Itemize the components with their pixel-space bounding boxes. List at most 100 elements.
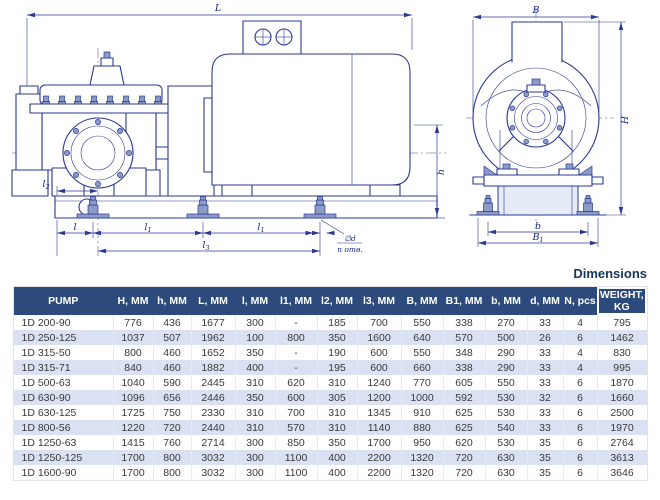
dimension-value: 1096 xyxy=(112,390,153,406)
dimension-value: 2446 xyxy=(190,390,235,406)
column-header: b, MM xyxy=(485,286,527,316)
column-header: N, pcs xyxy=(563,286,597,316)
dim-label-H: H xyxy=(620,115,631,125)
dimension-value: 290 xyxy=(484,345,527,361)
dimension-value: 507 xyxy=(152,330,191,346)
dimension-value: 795 xyxy=(596,315,647,331)
dimension-value: 620 xyxy=(442,435,485,451)
dimension-value: 2330 xyxy=(190,405,235,421)
dimension-value: 550 xyxy=(484,375,527,391)
dimension-value: 2500 xyxy=(596,405,647,421)
dim-label-b: b xyxy=(535,221,541,232)
dimension-value: 100 xyxy=(234,330,275,346)
dimension-value: 800 xyxy=(152,465,191,481)
table-row: 1D 315-71 840 460 1882 400-195 600 660 338 290 33… xyxy=(13,360,647,376)
dimension-value: 640 xyxy=(400,330,443,346)
dimension-value: 600 xyxy=(274,390,317,406)
anchor-bolt xyxy=(576,195,600,216)
dimension-value: 1000 xyxy=(400,390,443,406)
dim-label-l3: l3 xyxy=(202,240,209,252)
dimension-value: 1345 xyxy=(356,405,401,421)
dimension-value: 185 xyxy=(316,315,357,331)
top-plug-dome xyxy=(89,65,125,86)
dimension-value: 660 xyxy=(400,360,443,376)
pump-name: 1D 1250-125 xyxy=(21,451,83,464)
dimension-value: 700 xyxy=(356,315,401,331)
dimension-value: 6 xyxy=(562,330,597,346)
pump-name: 1D 200-90 xyxy=(21,316,71,329)
pump-name: 1D 1250-63 xyxy=(21,436,77,449)
dimension-value: 460 xyxy=(152,360,191,376)
motor-body xyxy=(211,53,411,186)
dimension-value: 910 xyxy=(400,405,443,421)
dimension-value: 776 xyxy=(112,315,153,331)
dimension-value: 600 xyxy=(356,345,401,361)
dimension-value: 1882 xyxy=(190,360,235,376)
table-header-row: PUMP H, MM h, MM L, MM l, MM l1, MM l2, MM l3, … xyxy=(13,286,647,316)
dimension-value: 570 xyxy=(274,420,317,436)
table-body: 1D 200-90 776 436 1677 300-185 700 550 338 270 33… xyxy=(13,315,647,481)
dimension-value: 590 xyxy=(152,375,191,391)
dimension-value: 6 xyxy=(562,390,597,406)
dimension-value: 190 xyxy=(316,345,357,361)
dim-B1: B1 xyxy=(477,218,599,247)
dimension-value: 830 xyxy=(596,345,647,361)
dimension-value: 4 xyxy=(562,315,597,331)
dimension-value: 540 xyxy=(484,420,527,436)
column-header: l2, MM xyxy=(317,286,357,316)
dimension-value: 305 xyxy=(316,390,357,406)
dimension-value: 1200 xyxy=(356,390,401,406)
column-header: l1, MM xyxy=(275,286,317,316)
dimension-value: 1677 xyxy=(190,315,235,331)
pump-technical-drawings: L xyxy=(11,3,631,258)
pump-casing xyxy=(11,51,171,197)
dimension-value: 1700 xyxy=(112,465,153,481)
anchor-hole-note: ∅d n отв. xyxy=(305,219,363,254)
dimension-value: 26 xyxy=(526,330,563,346)
column-header: WEIGHT, KG xyxy=(597,286,647,316)
dimension-value: 3032 xyxy=(190,465,235,481)
dimension-value: 620 xyxy=(274,375,317,391)
dimension-value: 300 xyxy=(234,435,275,451)
dimension-value: 1140 xyxy=(356,420,401,436)
dimension-value: 625 xyxy=(442,420,485,436)
dimension-value: 4 xyxy=(562,345,597,361)
column-header: l3, MM xyxy=(357,286,401,316)
table-row: 1D 1600-90 1700 800 3032 300 1100 400 2200 1320 7… xyxy=(13,465,647,481)
dimension-value: 300 xyxy=(234,450,275,466)
dimension-value: 1700 xyxy=(356,435,401,451)
dimension-value: 460 xyxy=(152,345,191,361)
dimension-value: 6 xyxy=(562,435,597,451)
anchor-bolt xyxy=(476,195,500,216)
dimension-value: 1970 xyxy=(596,420,647,436)
dimension-value: 1040 xyxy=(112,375,153,391)
dimension-value: 950 xyxy=(400,435,443,451)
pump-name: 1D 630-90 xyxy=(21,391,71,404)
dimension-value: 995 xyxy=(596,360,647,376)
dimension-value: 720 xyxy=(442,465,485,481)
hole-count-label: n отв. xyxy=(337,245,363,254)
dim-b: b xyxy=(487,221,589,236)
dimension-value: 850 xyxy=(274,435,317,451)
dim-l2: l2 xyxy=(42,179,98,196)
dimension-value: 310 xyxy=(234,420,275,436)
dimension-value: 35 xyxy=(526,435,563,451)
casing-split-flange xyxy=(29,103,171,114)
dimension-value: 720 xyxy=(442,450,485,466)
pump-name: 1D 500-63 xyxy=(21,376,71,389)
dimension-value: 605 xyxy=(442,375,485,391)
dimension-value: 2714 xyxy=(190,435,235,451)
dimension-value: 840 xyxy=(112,360,153,376)
dimension-value: 800 xyxy=(112,345,153,361)
table-row: 1D 630-90 1096 656 2446 350 600 305 1200 1000 592… xyxy=(13,390,647,406)
column-header: h, MM xyxy=(153,286,191,316)
dimension-value: 1600 xyxy=(356,330,401,346)
dimension-value: 350 xyxy=(316,330,357,346)
dimension-value: 33 xyxy=(526,420,563,436)
dimensions-table: PUMP H, MM h, MM L, MM l, MM l1, MM l2, MM l3, … xyxy=(12,286,648,482)
dimension-value: 550 xyxy=(400,345,443,361)
hole-diameter-label: ∅d xyxy=(344,234,356,243)
table-row: 1D 630-125 1725 750 2330 310 700 310 1345 910 625… xyxy=(13,405,647,421)
dimension-value: 2440 xyxy=(190,420,235,436)
dimension-value: 750 xyxy=(152,405,191,421)
